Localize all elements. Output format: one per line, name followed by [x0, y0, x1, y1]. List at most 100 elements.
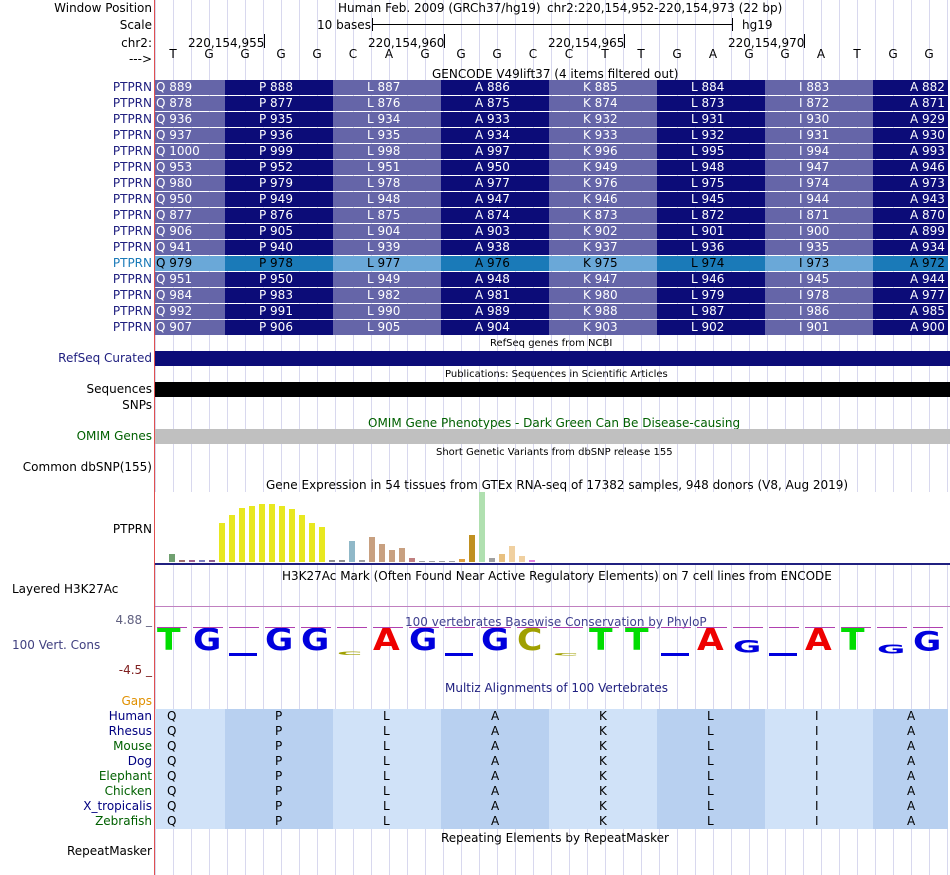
gencode-gene-label[interactable]: PTPRN [112, 160, 152, 174]
gtex-tissue-bar[interactable] [199, 560, 205, 562]
gtex-tissue-bar[interactable] [439, 561, 445, 562]
gencode-gene-label[interactable]: PTPRN [112, 112, 152, 126]
gencode-gene-label[interactable]: PTPRN [112, 288, 152, 302]
species-label[interactable]: Rhesus [108, 724, 152, 738]
gtex-tissue-bar[interactable] [329, 560, 335, 562]
gtex-tissue-bar[interactable] [389, 550, 395, 562]
gtex-tissue-bar[interactable] [319, 527, 325, 562]
species-label[interactable]: Mouse [113, 739, 152, 753]
gtex-tissue-bar[interactable] [259, 504, 265, 562]
gencode-gene-label[interactable]: PTPRN [112, 208, 152, 222]
gtex-tissue-bar[interactable] [229, 515, 235, 562]
gtex-chart[interactable] [169, 490, 569, 562]
gencode-transcript-row[interactable]: Q 980 P 979 L 978 A 977 K 976 L 975 I 974 A 973 [155, 176, 950, 191]
species-label[interactable]: Human [108, 709, 152, 723]
gtex-tissue-bar[interactable] [239, 508, 245, 562]
gtex-tissue-bar[interactable] [219, 523, 225, 562]
sequences-label[interactable]: Sequences [86, 382, 152, 396]
species-label[interactable]: Elephant [98, 769, 152, 783]
gencode-transcript-row[interactable]: Q 992 P 991 L 990 A 989 K 988 L 987 I 986 A 985 [155, 304, 950, 319]
omim-bar[interactable] [155, 429, 950, 444]
gtex-tissue-bar[interactable] [359, 560, 365, 562]
gtex-tissue-bar[interactable] [489, 558, 495, 562]
gencode-gene-label[interactable]: PTPRN [112, 320, 152, 334]
gtex-tissue-bar[interactable] [269, 504, 275, 562]
gtex-tissue-bar[interactable] [409, 558, 415, 562]
gtex-tissue-bar[interactable] [469, 535, 475, 562]
snps-label[interactable]: SNPs [122, 398, 152, 412]
gtex-tissue-bar[interactable] [499, 554, 505, 562]
gencode-transcript-row[interactable]: Q 878 P 877 L 876 A 875 K 874 L 873 I 872 A 871 [155, 96, 950, 111]
gtex-tissue-bar[interactable] [179, 560, 185, 562]
refseq-bar[interactable] [155, 351, 950, 366]
repeatmasker-label[interactable]: RepeatMasker [66, 844, 152, 858]
gencode-gene-label[interactable]: PTPRN [112, 304, 152, 318]
gtex-tissue-bar[interactable] [299, 515, 305, 562]
gencode-transcript-row[interactable]: Q 889 P 888 L 887 A 886 K 885 L 884 I 883 A 882 [155, 80, 950, 95]
track-image-area[interactable]: Human Feb. 2009 (GRCh37/hg19) chr2:220,1… [155, 0, 950, 875]
omim-label[interactable]: OMIM Genes [76, 429, 152, 443]
gencode-transcript-row[interactable]: Q 953 P 952 L 951 A 950 K 949 L 948 I 947 A 946 [155, 160, 950, 175]
species-label[interactable]: X_tropicalis [83, 799, 152, 813]
gencode-gene-label[interactable]: PTPRN [112, 224, 152, 238]
h3k27-label[interactable]: Layered H3K27Ac [12, 582, 119, 596]
gencode-transcript-row[interactable]: Q 907 P 906 L 905 A 904 K 903 L 902 I 901 A 900 [155, 320, 950, 335]
gtex-tissue-bar[interactable] [399, 548, 405, 562]
gtex-label[interactable]: PTPRN [112, 522, 152, 536]
species-label[interactable]: Dog [127, 754, 152, 768]
sequences-bar[interactable] [155, 382, 950, 397]
gencode-transcript-row[interactable]: Q 984 P 983 L 982 A 981 K 980 L 979 I 978 A 977 [155, 288, 950, 303]
gencode-transcript-row[interactable]: Q 950 P 949 L 948 A 947 K 946 L 945 I 944 A 943 [155, 192, 950, 207]
gtex-tissue-bar[interactable] [209, 560, 215, 562]
gencode-transcript-row[interactable]: Q 941 P 940 L 939 A 938 K 937 L 936 I 935 A 934 [155, 240, 950, 255]
gtex-tissue-bar[interactable] [519, 556, 525, 562]
species-label[interactable]: Zebrafish [95, 814, 152, 828]
gtex-tissue-bar[interactable] [529, 560, 535, 562]
gencode-transcript-row[interactable]: Q 936 P 935 L 934 A 933 K 932 L 931 I 930 A 929 [155, 112, 950, 127]
gencode-gene-label[interactable]: PTPRN [112, 272, 152, 286]
gtex-tissue-bar[interactable] [369, 537, 375, 562]
gencode-transcript-row[interactable]: Q 937 P 936 L 935 A 934 K 933 L 932 I 931 A 930 [155, 128, 950, 143]
gtex-tissue-bar[interactable] [339, 560, 345, 562]
gtex-tissue-bar[interactable] [349, 541, 355, 562]
gtex-tissue-bar[interactable] [509, 546, 515, 562]
gencode-gene-label[interactable]: PTPRN [112, 240, 152, 254]
gtex-tissue-bar[interactable] [189, 560, 195, 562]
gencode-gene-label[interactable]: PTPRN [112, 128, 152, 142]
gtex-tissue-bar[interactable] [429, 561, 435, 562]
gencode-gene-label[interactable]: PTPRN [112, 192, 152, 206]
gencode-gene-label[interactable]: PTPRN [112, 256, 152, 270]
gtex-tissue-bar[interactable] [449, 561, 455, 562]
gencode-transcript-row[interactable]: Q 979 P 978 L 977 A 976 K 975 L 974 I 973 A 972 [155, 256, 950, 271]
gencode-gene-label[interactable]: PTPRN [112, 144, 152, 158]
gencode-gene-label[interactable]: PTPRN [112, 80, 152, 94]
gtex-tissue-bar[interactable] [419, 561, 425, 562]
gencode-transcript-row[interactable]: Q 877 P 876 L 875 A 874 K 873 L 872 I 871 A 870 [155, 208, 950, 223]
dbsnp-label[interactable]: Common dbSNP(155) [22, 460, 152, 474]
gencode-transcript-row[interactable]: Q 951 P 950 L 949 A 948 K 947 L 946 I 945 A 944 [155, 272, 950, 287]
gtex-tissue-bar[interactable] [479, 492, 485, 562]
gtex-tissue-bar[interactable] [379, 544, 385, 562]
phylop-label[interactable]: 100 Vert. Cons [12, 638, 101, 652]
gtex-tissue-bar[interactable] [249, 506, 255, 562]
species-label[interactable]: Chicken [104, 784, 152, 798]
gtex-tissue-bar[interactable] [169, 554, 175, 562]
gencode-transcript-row[interactable]: Q 1000 P 999 L 998 A 997 K 996 L 995 I 994 A 99… [155, 144, 950, 159]
refseq-label[interactable]: RefSeq Curated [58, 351, 152, 365]
gencode-gene-label[interactable]: PTPRN [112, 176, 152, 190]
gaps-label[interactable]: Gaps [121, 694, 152, 708]
gtex-tissue-bar[interactable] [309, 523, 315, 562]
gtex-tissue-bar[interactable] [459, 559, 465, 562]
gencode-gene-label[interactable]: PTPRN [112, 96, 152, 110]
gtex-tissue-bar[interactable] [279, 506, 285, 562]
gtex-tissue-bar[interactable] [289, 509, 295, 562]
gencode-transcript-row[interactable]: Q 906 P 905 L 904 A 903 K 902 L 901 I 900 A 899 [155, 224, 950, 239]
